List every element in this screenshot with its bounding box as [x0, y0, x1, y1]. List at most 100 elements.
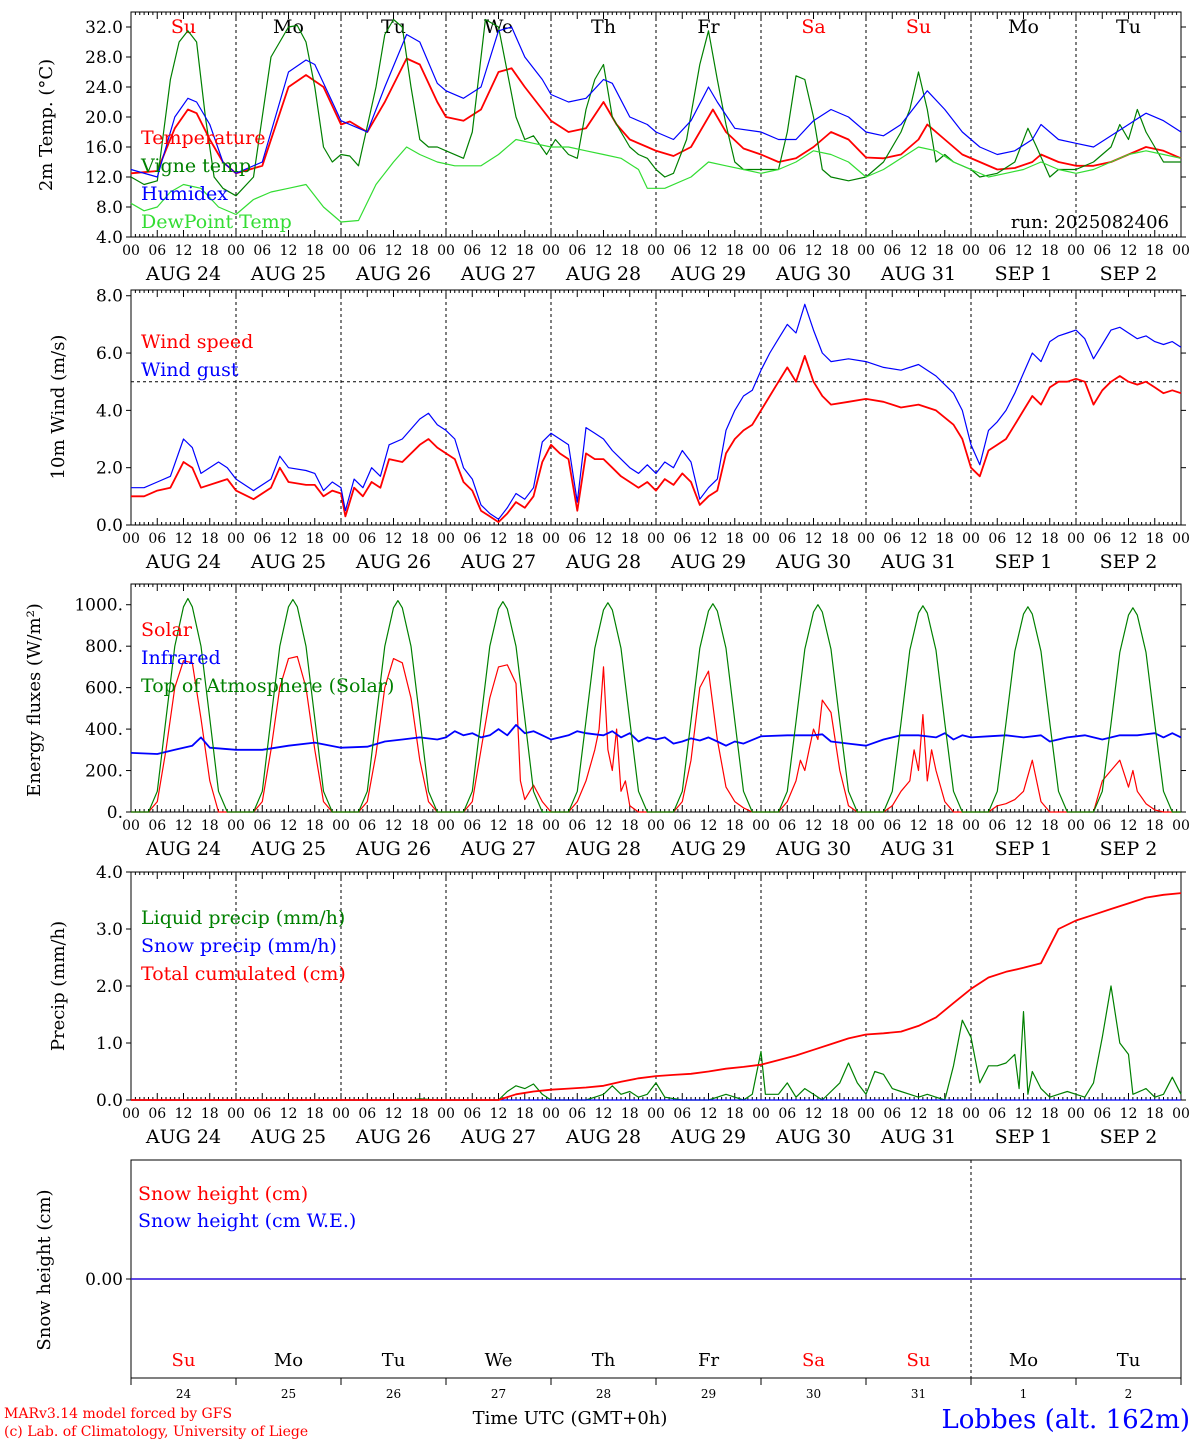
- hour-tick-label: 00: [332, 818, 350, 834]
- hour-tick-label: 00: [857, 818, 875, 834]
- hour-tick-label: 00: [1067, 243, 1085, 259]
- day-label: SEP 1: [995, 1126, 1053, 1148]
- hour-tick-label: 00: [962, 818, 980, 834]
- hour-tick-label: 18: [936, 1106, 954, 1122]
- hour-tick-label: 12: [805, 1106, 823, 1122]
- hour-tick-label: 00: [227, 818, 245, 834]
- hour-tick-label: 18: [516, 531, 534, 547]
- day-number-label: 31: [911, 1387, 926, 1401]
- hour-tick-label: 18: [516, 1106, 534, 1122]
- weekday-label: Tu: [1117, 1350, 1141, 1371]
- hour-tick-label: 18: [726, 818, 744, 834]
- weekday-label: Su: [907, 1350, 931, 1371]
- day-number-label: 1: [1020, 1387, 1028, 1401]
- panel-4: 0.0 1.0 2.0 3.0 4.0 Precip (mm/h) 00 06 12 18 AUG …: [48, 863, 1190, 1148]
- hour-tick-label: 18: [936, 818, 954, 834]
- hour-tick-label: 06: [778, 243, 796, 259]
- hour-tick-label: 18: [411, 818, 429, 834]
- hour-tick-label: 12: [490, 818, 508, 834]
- hour-tick-label: 12: [175, 818, 193, 834]
- day-label: AUG 30: [775, 263, 851, 285]
- y-tick-label: 6.0: [96, 344, 123, 364]
- hour-tick-label: 12: [805, 818, 823, 834]
- hour-tick-label: 18: [516, 243, 534, 259]
- hour-tick-label: 00: [752, 818, 770, 834]
- y-tick-label: 4.0: [96, 401, 123, 421]
- hour-tick-label: 12: [385, 531, 403, 547]
- hour-tick-label: 12: [700, 531, 718, 547]
- hour-tick-label: 06: [1093, 818, 1111, 834]
- hour-tick-label: 12: [595, 818, 613, 834]
- hour-tick-label: 00: [227, 1106, 245, 1122]
- hour-tick-label: 00: [857, 531, 875, 547]
- hour-tick-label: 12: [280, 1106, 298, 1122]
- hour-tick-label: 06: [253, 531, 271, 547]
- day-number-label: 27: [491, 1387, 506, 1401]
- y-tick-label: 2.0: [96, 977, 123, 997]
- day-number-label: 26: [386, 1387, 401, 1401]
- series-wind-gust: [131, 303, 1182, 520]
- y-axis-label: Energy fluxes (W/m²): [24, 603, 45, 797]
- day-label: AUG 30: [775, 838, 851, 860]
- y-axis-label: Snow height (cm): [34, 1189, 55, 1350]
- day-label: SEP 2: [1100, 263, 1158, 285]
- hour-tick-label: 00: [647, 531, 665, 547]
- hour-tick-label: 18: [621, 243, 639, 259]
- hour-tick-label: 06: [568, 1106, 586, 1122]
- day-number-label: 28: [596, 1387, 611, 1401]
- hour-tick-label: 12: [1015, 243, 1033, 259]
- hour-tick-label: 00: [1172, 818, 1190, 834]
- hour-tick-label: 06: [1093, 243, 1111, 259]
- hour-tick-label: 18: [411, 243, 429, 259]
- legend-entry: Total cumulated (cm): [141, 963, 346, 985]
- hour-tick-label: 00: [122, 531, 140, 547]
- weekday-label: We: [485, 1350, 513, 1371]
- hour-tick-label: 00: [647, 243, 665, 259]
- weekday-label: Su: [906, 16, 931, 38]
- run-label: run: 2025082406: [1011, 212, 1169, 233]
- hour-tick-label: 00: [227, 243, 245, 259]
- legend-entry: Top of Atmosphere (Solar): [141, 675, 394, 697]
- y-tick-label: 32.0: [85, 18, 123, 38]
- hour-tick-label: 18: [1146, 243, 1164, 259]
- series-wind-speed: [131, 354, 1182, 523]
- hour-tick-label: 06: [463, 818, 481, 834]
- weekday-label: Mo: [274, 1350, 303, 1371]
- hour-tick-label: 06: [883, 531, 901, 547]
- hour-tick-label: 00: [1172, 243, 1190, 259]
- y-tick-label: 8.0: [96, 287, 123, 307]
- hour-tick-label: 06: [673, 243, 691, 259]
- hour-tick-label: 12: [1015, 531, 1033, 547]
- hour-tick-label: 18: [1041, 818, 1059, 834]
- day-label: SEP 1: [995, 838, 1053, 860]
- weekday-label: Mo: [1009, 1350, 1038, 1371]
- hour-tick-label: 06: [463, 531, 481, 547]
- y-tick-label: 8.0: [96, 198, 123, 218]
- hour-tick-label: 12: [1120, 531, 1138, 547]
- weekday-label: Sa: [802, 1350, 825, 1371]
- hour-tick-label: 00: [122, 818, 140, 834]
- day-label: SEP 2: [1100, 838, 1158, 860]
- panel-3: 0. 200. 400. 600. 800. 1000. Energy fluxes (W/…: [24, 583, 1190, 860]
- hour-tick-label: 06: [148, 531, 166, 547]
- y-tick-label: 1000.: [74, 596, 123, 616]
- hour-tick-label: 06: [883, 818, 901, 834]
- hour-tick-label: 18: [621, 818, 639, 834]
- hour-tick-label: 06: [778, 1106, 796, 1122]
- hour-tick-label: 00: [437, 531, 455, 547]
- y-tick-label: 0.0: [96, 1091, 123, 1111]
- hour-tick-label: 12: [490, 1106, 508, 1122]
- hour-tick-label: 00: [752, 531, 770, 547]
- hour-tick-label: 18: [726, 1106, 744, 1122]
- hour-tick-label: 12: [910, 243, 928, 259]
- weekday-label: Tu: [382, 1350, 406, 1371]
- series-humidex: [130, 26, 1182, 178]
- hour-tick-label: 12: [910, 818, 928, 834]
- legend-entry: Snow height (cm): [138, 1183, 308, 1205]
- hour-tick-label: 18: [201, 818, 219, 834]
- hour-tick-label: 06: [148, 243, 166, 259]
- hour-tick-label: 06: [148, 1106, 166, 1122]
- hour-tick-label: 00: [752, 243, 770, 259]
- day-label: AUG 25: [250, 1126, 326, 1148]
- hour-tick-label: 18: [1146, 531, 1164, 547]
